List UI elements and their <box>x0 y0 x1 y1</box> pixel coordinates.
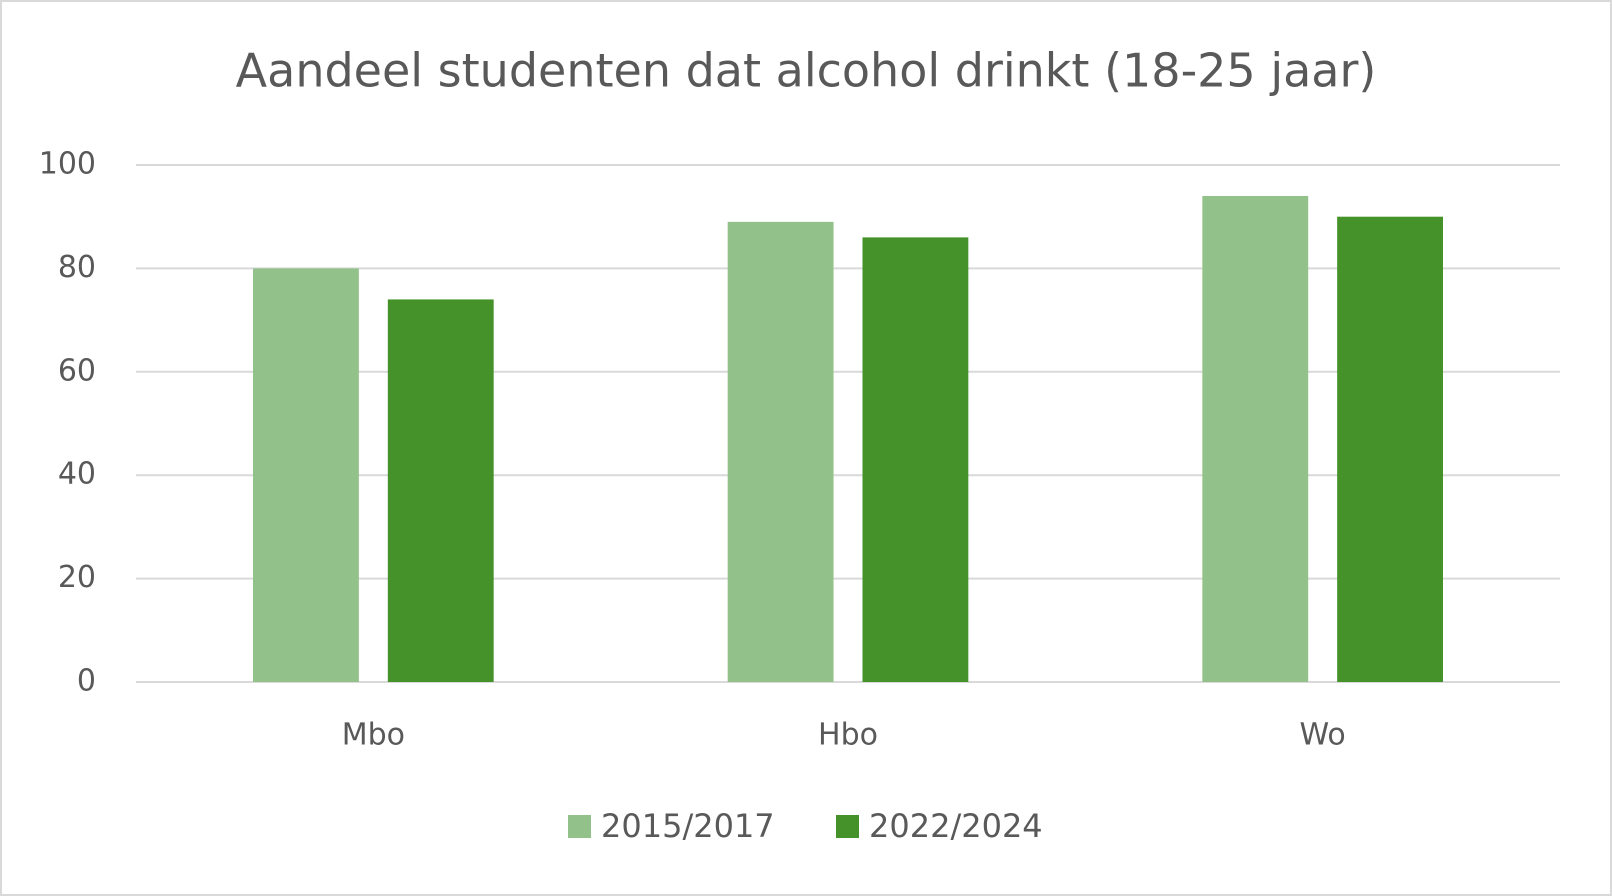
bar <box>727 221 834 682</box>
legend-label: 2022/2024 <box>869 807 1043 845</box>
y-tick-label: 20 <box>58 560 96 595</box>
y-tick-label: 100 <box>39 147 96 182</box>
x-tick-label: Hbo <box>818 718 878 753</box>
chart-title: Aandeel studenten dat alcohol drinkt (18… <box>236 44 1377 98</box>
legend-swatch <box>568 815 591 838</box>
bar <box>387 299 494 682</box>
y-tick-label: 60 <box>58 353 96 388</box>
legend-label: 2015/2017 <box>601 807 775 845</box>
legend-swatch <box>836 815 859 838</box>
bar <box>1337 216 1443 682</box>
x-tick-label: Mbo <box>342 718 405 753</box>
y-tick-label: 80 <box>58 250 96 285</box>
x-tick-label: Wo <box>1300 718 1346 753</box>
bar <box>862 237 969 682</box>
bar <box>1202 196 1309 682</box>
y-tick-label: 40 <box>58 457 96 492</box>
y-tick-label: 0 <box>77 664 96 699</box>
bar <box>253 268 359 682</box>
